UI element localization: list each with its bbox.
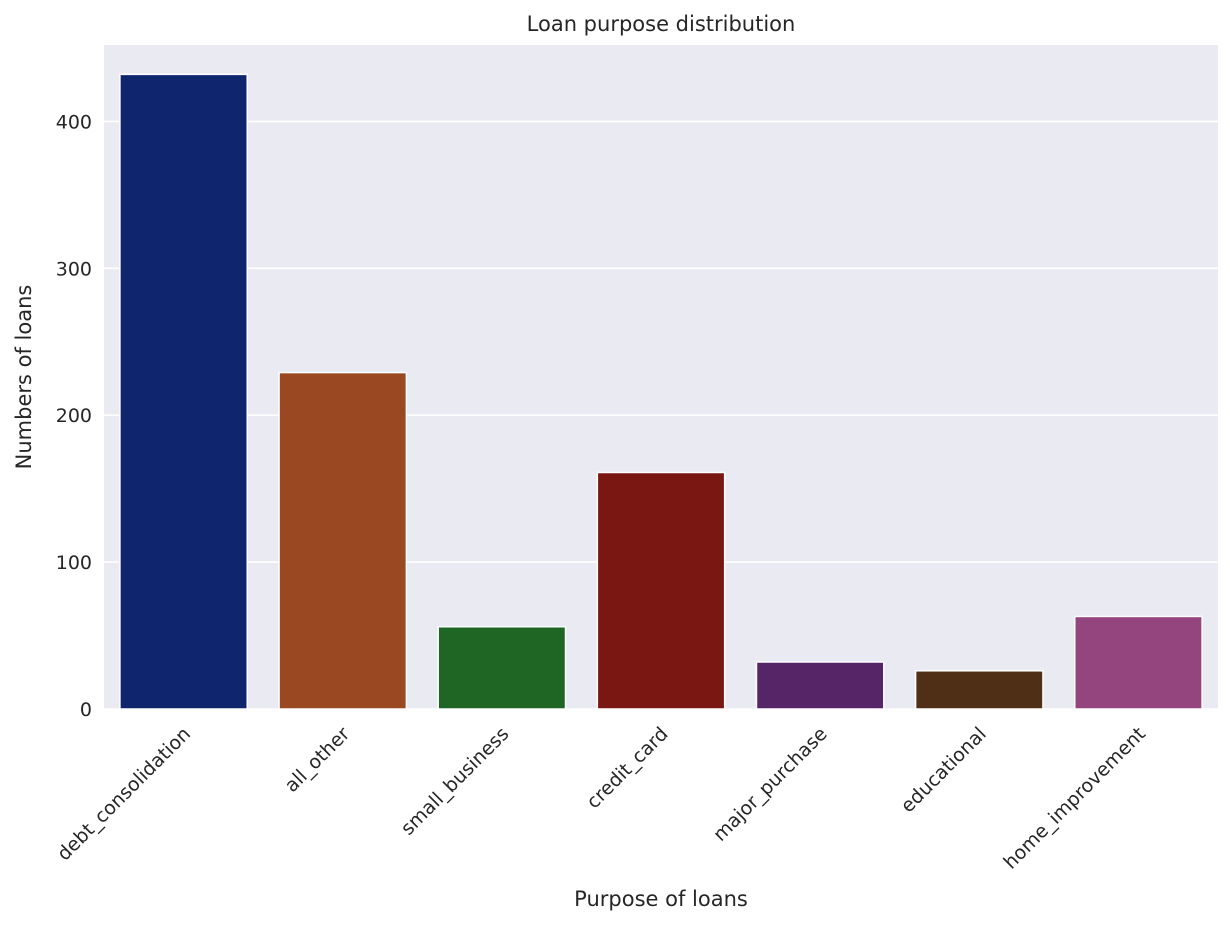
x-tick-label: educational: [897, 723, 991, 817]
bar-all-other: [278, 371, 408, 710]
y-tick-label: 400: [56, 111, 92, 133]
y-tick-label: 0: [80, 699, 92, 721]
x-tick-label: credit_card: [582, 723, 672, 813]
x-tick-label: debt_consolidation: [53, 723, 195, 865]
x-tick-label: major_purchase: [709, 723, 832, 846]
bar-home-improvement: [1074, 615, 1203, 710]
y-tick-label: 100: [56, 552, 92, 574]
bar-credit-card: [596, 471, 726, 710]
x-tick-label: all_other: [280, 723, 354, 797]
y-axis-ticks: 0 100 200 300 400: [56, 111, 92, 721]
y-tick-label: 200: [56, 405, 92, 427]
bar-major-purchase: [755, 661, 885, 710]
bar-educational: [914, 670, 1044, 710]
y-axis-title: Numbers of loans: [12, 285, 36, 470]
x-axis-ticks: debt_consolidation all_other small_busines…: [53, 723, 1150, 874]
y-tick-label: 300: [56, 258, 92, 280]
bar-debt-consolidation: [119, 73, 248, 710]
x-tick-label: small_business: [397, 723, 514, 840]
x-axis-title: Purpose of loans: [574, 887, 748, 911]
bars: [119, 73, 1203, 710]
bar-small-business: [437, 625, 567, 710]
x-tick-label: home_improvement: [999, 723, 1150, 874]
chart-title: Loan purpose distribution: [527, 12, 796, 36]
